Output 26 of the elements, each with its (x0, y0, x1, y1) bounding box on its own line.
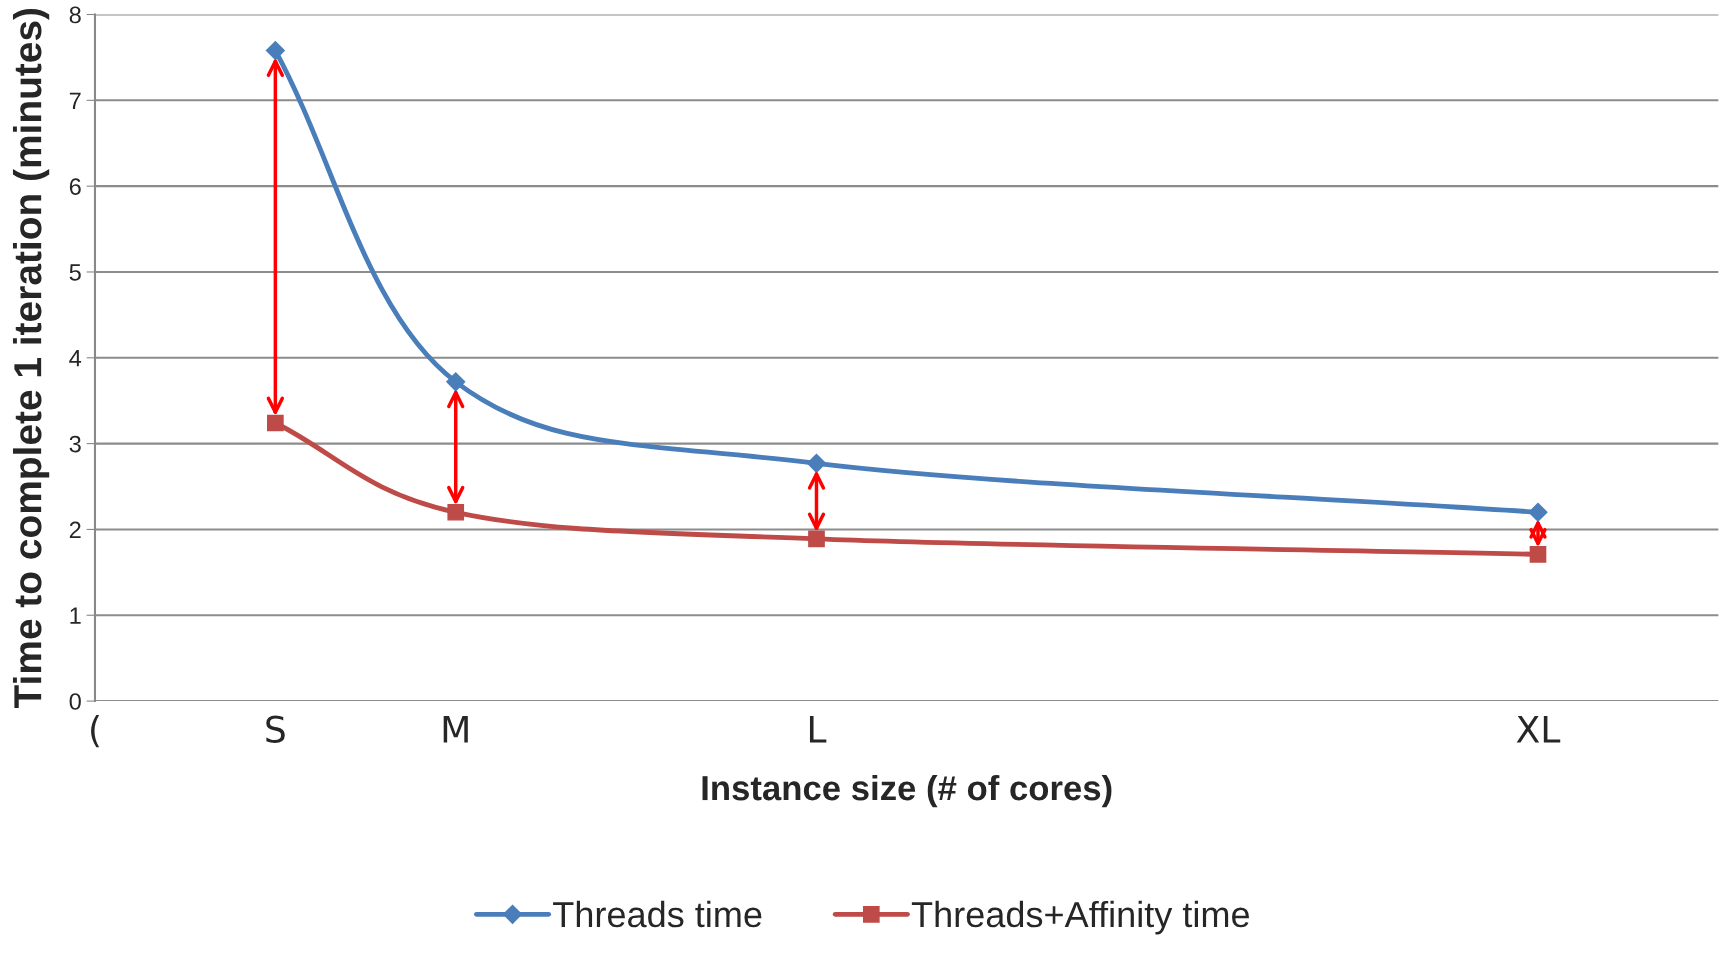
x-tick-label: M (443, 716, 468, 743)
legend-label: Threads time (553, 900, 762, 928)
y-tick-label: 7 (69, 92, 81, 109)
x-tick-label: S (266, 715, 285, 743)
legend-label: Threads+Affinity time (911, 900, 1249, 935)
y-tick-label: 6 (69, 178, 81, 195)
y-tick-label: 8 (69, 6, 81, 24)
x-tick-label: L (809, 716, 827, 743)
x-tick-label: ( (91, 715, 100, 748)
y-axis-title: Time to complete 1 iteration (minutes) (12, 8, 50, 709)
point (265, 41, 285, 61)
y-tick-label: 4 (69, 350, 82, 367)
point (267, 414, 284, 432)
y-tick-label: 2 (69, 521, 81, 538)
point (1528, 502, 1548, 522)
y-tick-label: 3 (69, 435, 81, 453)
y-tick-label: 0 (69, 693, 81, 710)
point (806, 453, 827, 473)
x-axis-title: Instance size (# of cores) (702, 774, 1112, 808)
y-tick-label: 5 (69, 264, 81, 281)
x-tick-label: XL (1516, 716, 1561, 743)
point (808, 530, 825, 548)
point (446, 372, 466, 392)
y-tick-label: 1 (70, 607, 81, 624)
point (447, 503, 465, 521)
point (1529, 545, 1547, 563)
